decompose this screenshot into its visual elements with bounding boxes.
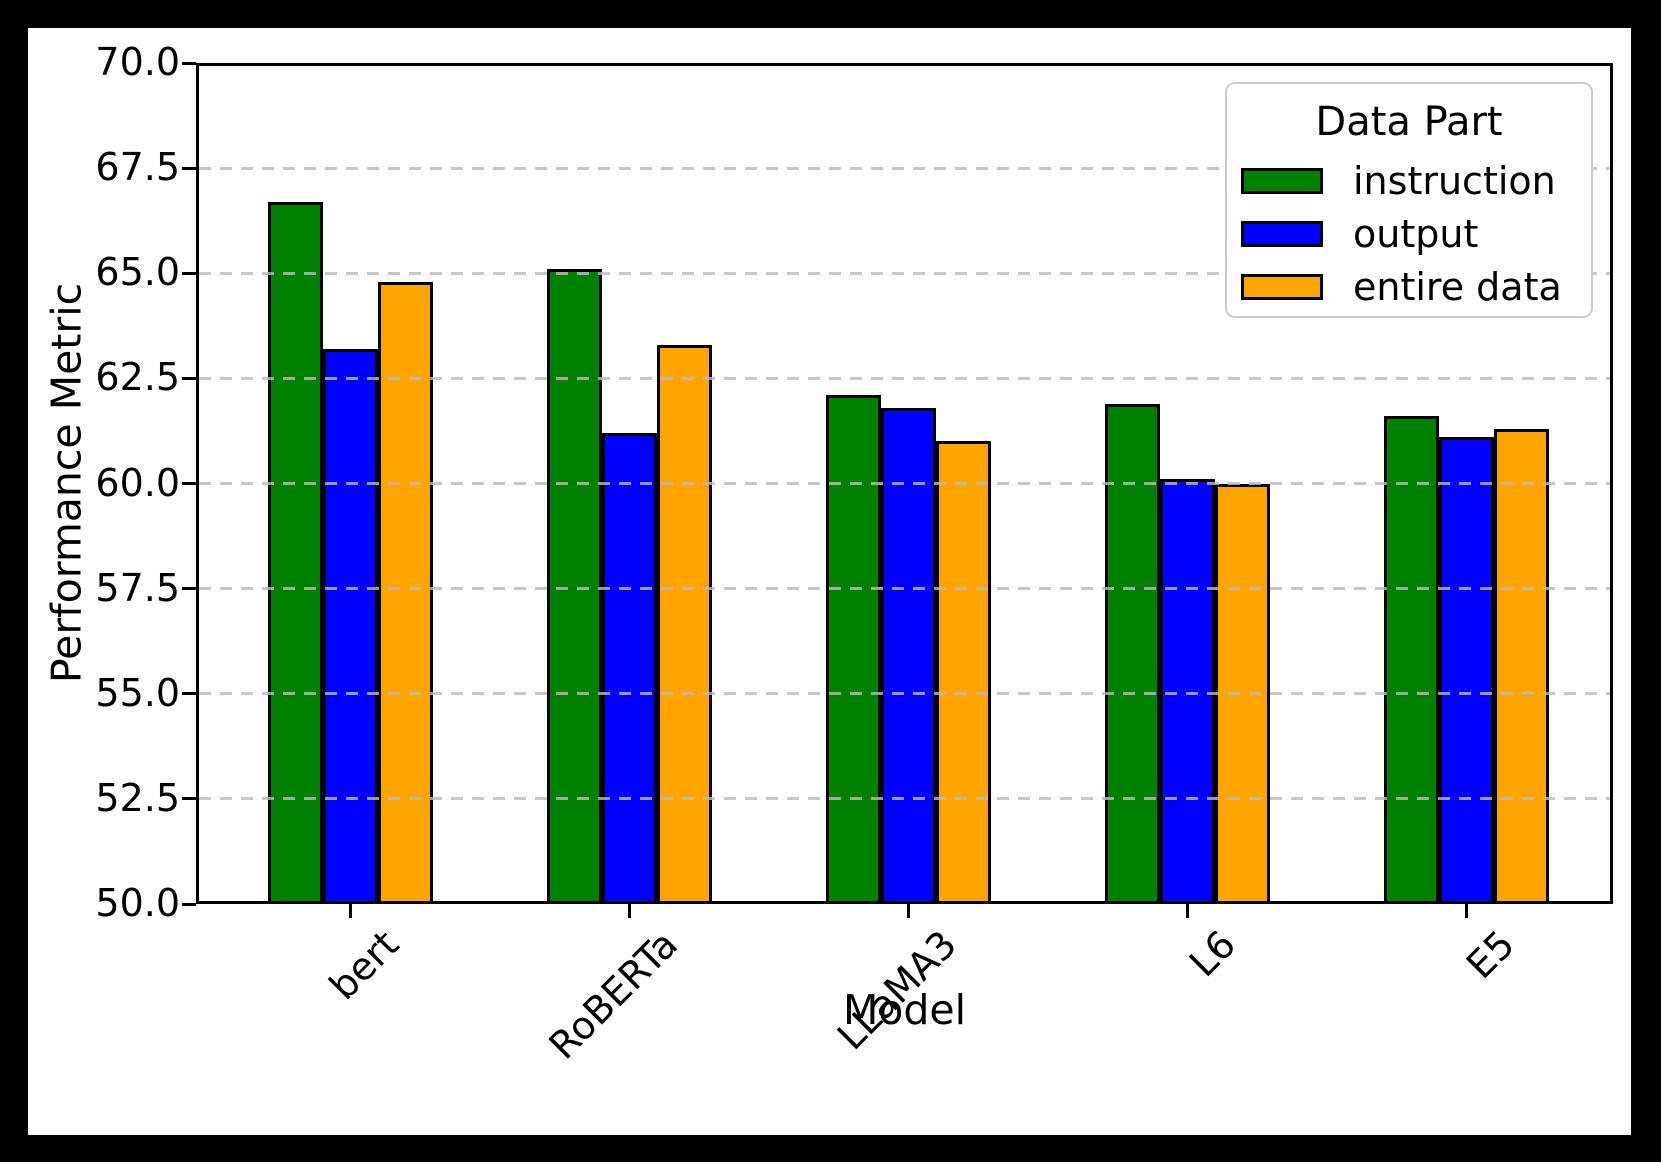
legend-title: Data Part bbox=[1315, 99, 1503, 145]
bar-RoBERTa-entire-data bbox=[656, 344, 712, 904]
y-tick-mark bbox=[182, 587, 196, 591]
x-axis-label: Model bbox=[842, 986, 967, 1034]
y-tick-label-57.5: 57.5 bbox=[95, 565, 180, 610]
legend-item-label: entire data bbox=[1353, 264, 1562, 309]
legend-item-label: instruction bbox=[1353, 158, 1556, 203]
legend-item-output: output bbox=[1241, 207, 1591, 260]
y-tick-label-67.5: 67.5 bbox=[95, 145, 180, 190]
bar-bert-output bbox=[322, 348, 378, 904]
y-tick-label-60.0: 60.0 bbox=[95, 460, 180, 505]
bar-LLaMA3-instruction bbox=[825, 395, 881, 904]
bar-bert-instruction bbox=[267, 201, 323, 904]
y-tick-mark bbox=[182, 482, 196, 485]
y-tick-mark bbox=[182, 61, 196, 65]
y-tick-label-70.0: 70.0 bbox=[95, 40, 180, 85]
bar-RoBERTa-output bbox=[601, 433, 657, 904]
x-tick-label-RoBERTa: RoBERTa bbox=[540, 922, 687, 1068]
x-tick-mark-L6 bbox=[1185, 904, 1189, 918]
x-tick-mark-bert bbox=[348, 904, 352, 918]
x-tick-label-L6: L6 bbox=[1180, 922, 1245, 986]
y-tick-mark bbox=[182, 166, 196, 170]
y-tick-mark bbox=[182, 692, 196, 696]
bar-L6-entire-data bbox=[1214, 483, 1270, 904]
y-tick-label-50.0: 50.0 bbox=[95, 881, 180, 926]
y-tick-label-65.0: 65.0 bbox=[95, 250, 180, 295]
x-tick-label-E5: E5 bbox=[1457, 922, 1524, 988]
y-tick-label-52.5: 52.5 bbox=[95, 776, 180, 821]
bar-RoBERTa-instruction bbox=[546, 269, 602, 904]
bar-E5-entire-data bbox=[1493, 428, 1549, 904]
x-tick-mark-RoBERTa bbox=[627, 904, 631, 918]
legend-swatch-output bbox=[1241, 220, 1323, 247]
bar-LLaMA3-output bbox=[880, 407, 936, 904]
legend: Data Part instruction output entire data bbox=[1225, 82, 1593, 318]
bar-bert-entire-data bbox=[377, 281, 433, 904]
bar-E5-output bbox=[1438, 437, 1494, 904]
bar-L6-output bbox=[1159, 479, 1215, 904]
legend-items: instruction output entire data bbox=[1241, 154, 1591, 313]
legend-item-label: output bbox=[1353, 211, 1479, 256]
x-tick-mark-LLaMA3 bbox=[906, 904, 910, 918]
chart-figure: Performance Metric Model Data Part instr… bbox=[28, 28, 1631, 1135]
x-tick-label-LLaMA3: LLaMA3 bbox=[828, 922, 966, 1059]
legend-swatch-instruction bbox=[1241, 167, 1323, 194]
y-tick-label-62.5: 62.5 bbox=[95, 355, 180, 400]
legend-swatch-entire-data bbox=[1241, 273, 1323, 300]
y-tick-mark bbox=[182, 797, 196, 801]
bar-L6-instruction bbox=[1104, 403, 1160, 904]
x-tick-label-bert: bert bbox=[320, 922, 408, 1009]
bar-LLaMA3-entire-data bbox=[935, 441, 991, 904]
y-tick-label-55.0: 55.0 bbox=[95, 670, 180, 715]
bar-E5-instruction bbox=[1383, 416, 1439, 904]
legend-item-entire-data: entire data bbox=[1241, 260, 1591, 313]
legend-item-instruction: instruction bbox=[1241, 154, 1591, 207]
y-tick-mark bbox=[182, 271, 196, 275]
y-tick-mark bbox=[182, 376, 196, 380]
y-tick-mark bbox=[182, 902, 196, 906]
x-tick-mark-E5 bbox=[1464, 904, 1468, 918]
